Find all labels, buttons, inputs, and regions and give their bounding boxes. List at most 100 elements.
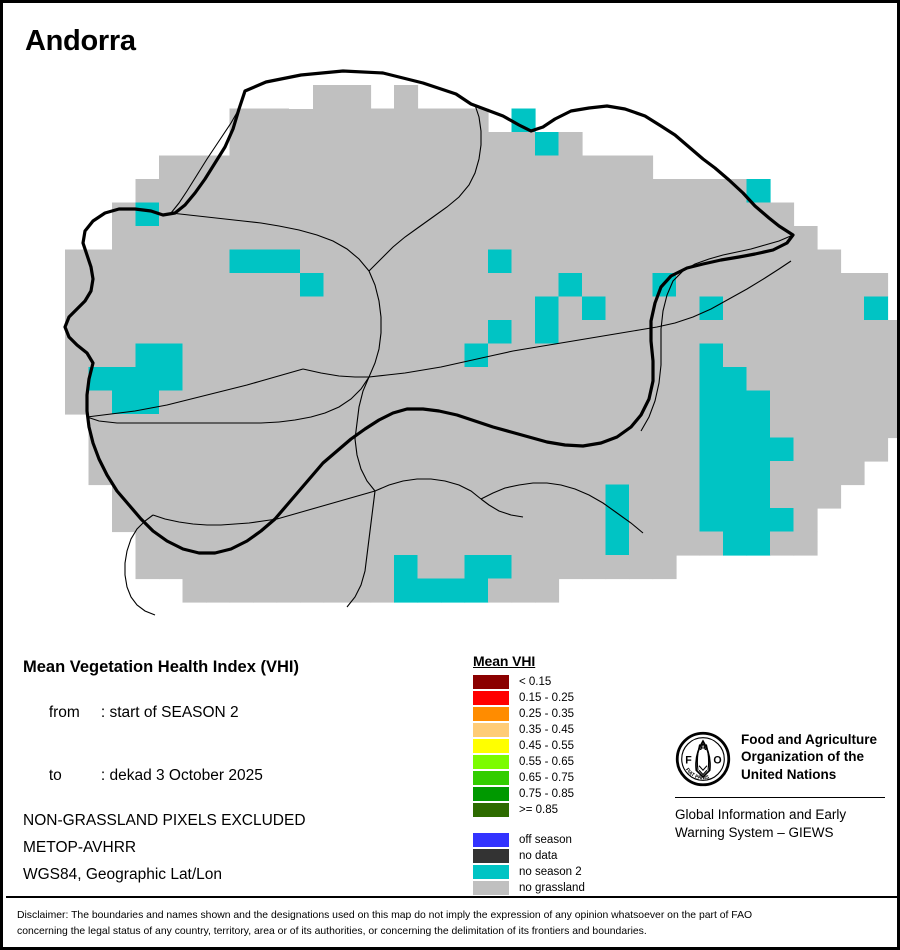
map-cell-no-grassland [582,484,607,509]
info-row-to: to: dekad 3 October 2025 [23,749,453,803]
map-cell-no-grassland [582,320,607,345]
map-cell-no-grassland [253,578,278,603]
map-cell-no-season-2 [605,508,630,533]
map-cell-no-grassland [417,249,442,274]
map-cell-no-grassland [253,555,278,580]
map-cell-no-grassland [535,179,560,204]
map-cell-no-grassland [323,155,348,180]
map-cell-no-grassland [582,273,607,298]
map-cell-no-grassland [441,155,466,180]
map-cell-no-grassland [417,226,442,251]
map-cell-no-season-2 [699,390,724,415]
svg-text:A: A [700,742,707,753]
map-cell-empty [171,85,218,109]
map-cell-no-grassland [370,508,395,533]
map-cell-no-grassland [723,320,748,345]
map-cell-no-grassland [511,343,536,368]
map-cell-no-grassland [629,484,654,509]
map-cell-no-grassland [770,414,795,439]
map-cell-no-grassland [441,226,466,251]
map-cell-no-grassland [112,202,137,227]
map-cell-no-grassland [370,555,395,580]
map-cell-no-season-2 [723,508,748,533]
map-cell-no-grassland [417,108,442,133]
map-cell-no-grassland [182,367,207,392]
map-cell-no-grassland [652,202,677,227]
map-cell-no-season-2 [464,343,489,368]
legend-scale-label: 0.15 - 0.25 [519,692,574,704]
vhi-map[interactable] [3,63,897,633]
map-cell-no-grassland [793,414,818,439]
map-cell-no-grassland [558,226,583,251]
map-cell-no-grassland [582,531,607,556]
map-cell-no-grassland [253,226,278,251]
map-cell-no-grassland [370,226,395,251]
map-cell-no-grassland [182,296,207,321]
svg-text:F: F [685,754,692,766]
map-cell-no-grassland [511,555,536,580]
map-cell-no-grassland [582,508,607,533]
map-cell-no-grassland [488,484,513,509]
map-cell-no-grassland [746,367,771,392]
map-cell-no-grassland [793,461,818,486]
map-cell-no-grassland [558,249,583,274]
map-cell-no-grassland [793,226,818,251]
map-cell-no-grassland [135,249,160,274]
map-cell-no-grassland [605,273,630,298]
map-cell-no-season-2 [699,437,724,462]
map-cell-no-grassland [676,414,701,439]
legend-row: < 0.15 [473,674,648,690]
map-cell-no-grassland [394,484,419,509]
map-cell-no-grassland [276,461,301,486]
map-cell-no-grassland [676,226,701,251]
map-cell-no-grassland [535,202,560,227]
map-cell-no-grassland [441,343,466,368]
map-cell-no-season-2 [112,367,137,392]
map-cell-no-grassland [582,414,607,439]
disclaimer-divider [6,896,897,898]
map-cell-no-grassland [652,437,677,462]
map-cell-no-grassland [676,367,701,392]
map-cell-no-grassland [347,437,372,462]
map-cell-no-grassland [347,320,372,345]
map-cell-no-grassland [135,414,160,439]
fao-org-line-1: Food and Agriculture [741,732,877,747]
map-cell-no-grassland [464,367,489,392]
map-cell-no-grassland [605,155,630,180]
map-cell-no-grassland [182,555,207,580]
map-cell-no-grassland [229,484,254,509]
info-key-from: from [48,704,80,721]
map-cell-no-grassland [488,461,513,486]
map-cell-no-grassland [253,320,278,345]
legend-scale-swatch [473,803,509,817]
map-cell-no-grassland [629,461,654,486]
map-cell-no-grassland [323,249,348,274]
map-cell-no-grassland [817,484,842,509]
map-cell-no-season-2 [770,437,795,462]
map-cell-no-grassland [558,296,583,321]
map-cell-no-grassland [88,390,113,415]
map-cell-no-grassland [887,414,897,439]
map-cell-no-grassland [88,414,113,439]
map-cell-no-grassland [793,343,818,368]
map-cell-no-grassland [276,437,301,462]
map-cell-no-grassland [793,367,818,392]
map-cell-no-grassland [300,437,325,462]
map-cell-no-grassland [229,179,254,204]
info-value-to: : dekad 3 October 2025 [100,767,263,784]
map-cell-no-grassland [464,108,489,133]
map-cell-no-season-2 [300,273,325,298]
map-cell-no-grassland [488,132,513,157]
map-cell-no-grassland [135,273,160,298]
map-cell-no-season-2 [864,296,889,321]
map-cell-no-grassland [441,484,466,509]
map-cell-no-season-2 [276,249,301,274]
map-cell-no-season-2 [135,343,160,368]
map-cell-no-season-2 [582,296,607,321]
map-cell-no-grassland [817,414,842,439]
legend-special-swatch [473,833,509,847]
map-cell-no-grassland [394,179,419,204]
map-cell-no-grassland [558,132,583,157]
map-cell-no-grassland [253,367,278,392]
map-cell-no-grassland [88,320,113,345]
